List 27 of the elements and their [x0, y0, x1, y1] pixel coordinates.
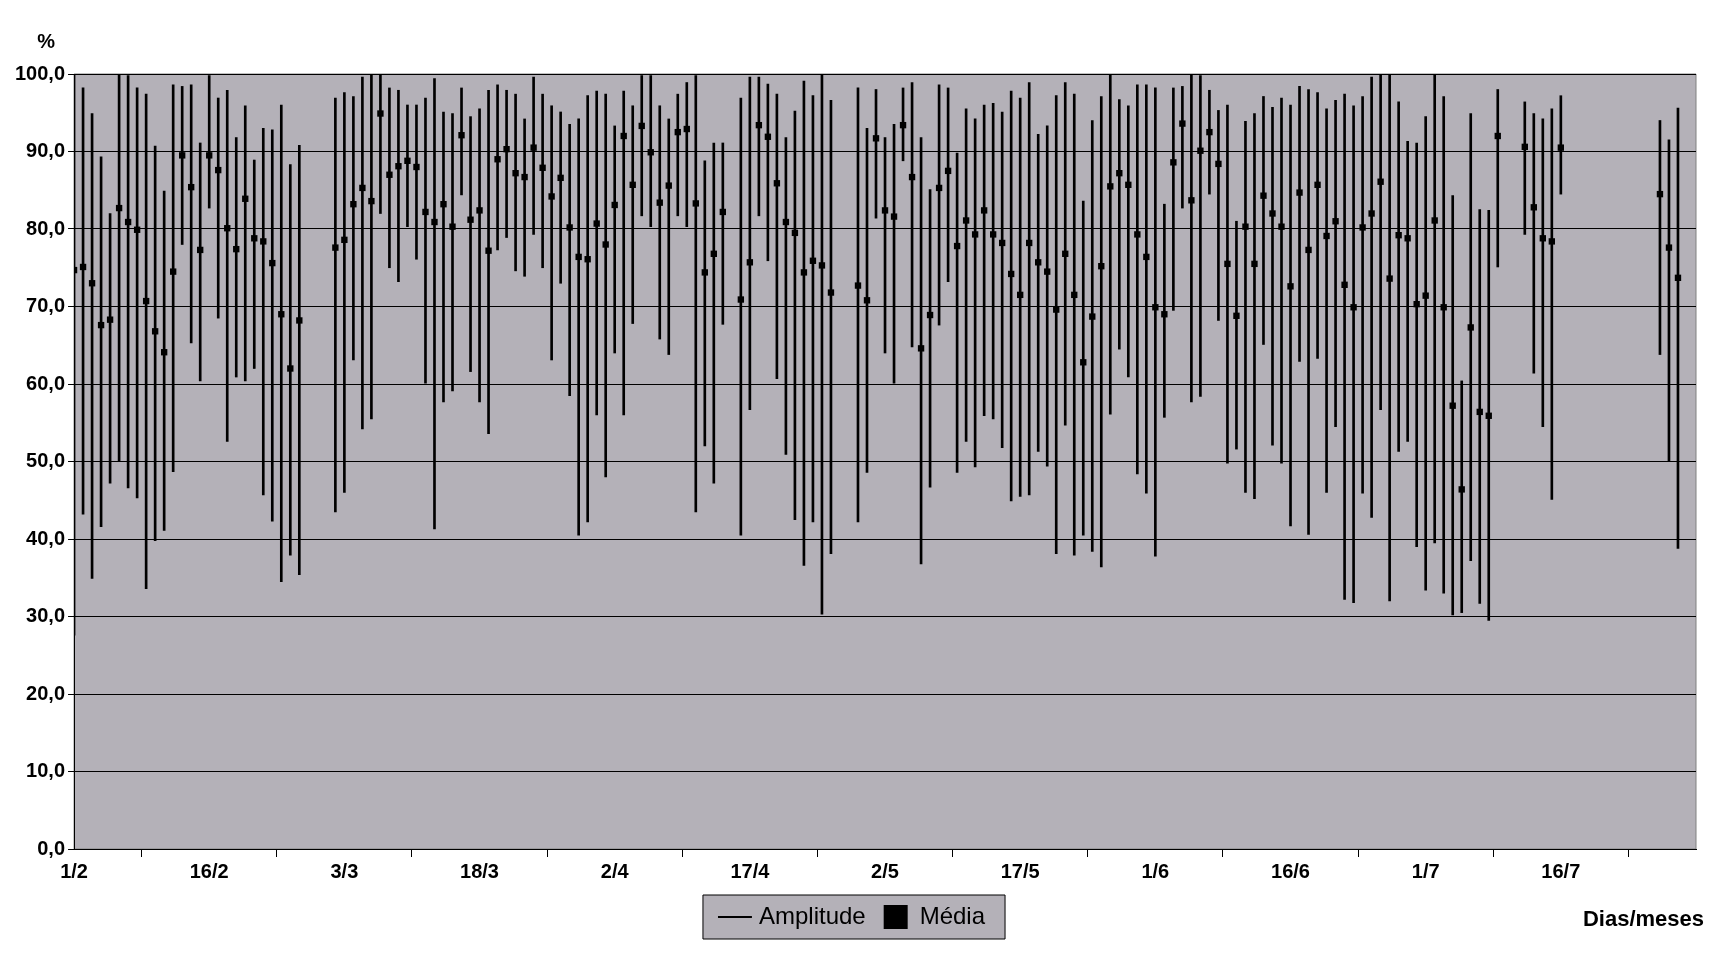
- x-tick-label: 17/5: [1000, 859, 1040, 882]
- x-tick-label: 18/3: [460, 859, 500, 882]
- y-tick-label: 60,0: [26, 371, 66, 394]
- y-tick-label: 80,0: [26, 216, 66, 239]
- y-tick-label: 50,0: [26, 449, 66, 472]
- x-tick-label: 1/2: [60, 859, 88, 882]
- x-tick-label: 17/4: [730, 859, 771, 882]
- x-tick-label: 16/6: [1271, 859, 1310, 882]
- y-tick-label: 10,0: [26, 759, 66, 782]
- y-tick-label: 20,0: [26, 681, 66, 704]
- y-axis-title: %: [37, 29, 56, 52]
- legend-label: Amplitude: [758, 901, 866, 929]
- y-tick-label: 30,0: [26, 604, 66, 627]
- x-tick-label: 3/3: [330, 859, 359, 882]
- x-tick-label: 2/5: [871, 859, 899, 882]
- legend-label: Média: [919, 901, 986, 929]
- y-tick-label: 0,0: [37, 836, 66, 859]
- x-tick-label: 16/7: [1541, 859, 1581, 882]
- x-tick-label: 16/2: [189, 859, 229, 882]
- x-axis-title: Dias/meses: [1582, 906, 1704, 932]
- x-tick-label: 2/4: [600, 859, 630, 882]
- y-tick-label: 90,0: [26, 139, 66, 162]
- x-tick-label: 1/7: [1411, 859, 1440, 882]
- y-tick-label: 100,0: [14, 61, 66, 84]
- y-tick-label: 70,0: [26, 294, 66, 317]
- y-tick-label: 40,0: [26, 526, 66, 549]
- x-tick-label: 1/6: [1141, 859, 1170, 882]
